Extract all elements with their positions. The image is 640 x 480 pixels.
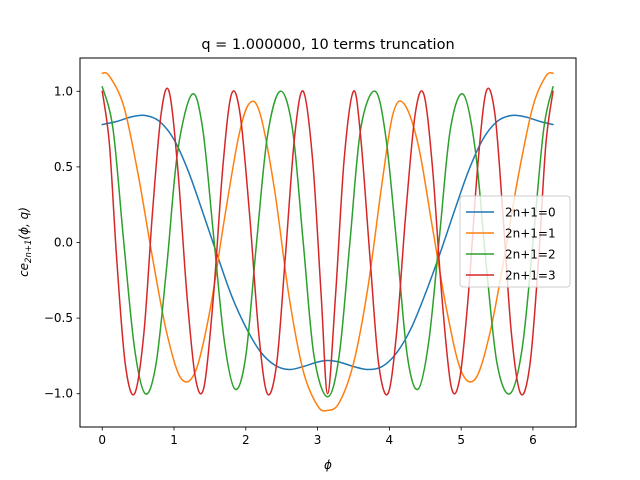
series-lines [101, 71, 554, 412]
x-axis-label: ϕ [324, 458, 332, 472]
series-line-1 [101, 71, 554, 412]
x-tick-label: 5 [457, 433, 465, 447]
legend: 2n+1=0 2n+1=1 2n+1=2 2n+1=3 [459, 195, 571, 288]
legend-label-3: 2n+1=3 [505, 269, 556, 283]
y-axis-label-sub: 2n+1 [24, 240, 34, 263]
y-tick-label: 1.0 [54, 84, 73, 98]
series-line-3 [101, 87, 554, 396]
y-tick-label: 0.5 [54, 160, 73, 174]
chart-title: q = 1.000000, 10 terms truncation [201, 37, 454, 53]
x-tick-label: 0 [98, 433, 106, 447]
x-tick-label: 3 [314, 433, 322, 447]
series-line-2 [101, 85, 554, 398]
legend-label-2: 2n+1=2 [505, 248, 556, 262]
legend-box [459, 195, 571, 288]
plot-frame [79, 57, 577, 428]
x-tick-label: 2 [242, 433, 250, 447]
y-axis-label-base: ce [17, 263, 31, 277]
y-axis-label-args: (ϕ, q) [17, 207, 31, 240]
x-tick-label: 4 [386, 433, 394, 447]
x-tick-label: 6 [529, 433, 537, 447]
axis-ticks: 0 1 2 3 4 5 6 −1.0 −0.5 0.0 0.5 1.0 [44, 84, 537, 447]
legend-label-0: 2n+1=0 [505, 206, 556, 220]
y-tick-label: −0.5 [44, 311, 73, 325]
y-axis-label: ce2n+1(ϕ, q) [17, 207, 34, 277]
legend-label-1: 2n+1=1 [505, 227, 556, 241]
y-tick-label: 0.0 [54, 236, 73, 250]
x-tick-label: 1 [170, 433, 178, 447]
y-tick-label: −1.0 [44, 387, 73, 401]
